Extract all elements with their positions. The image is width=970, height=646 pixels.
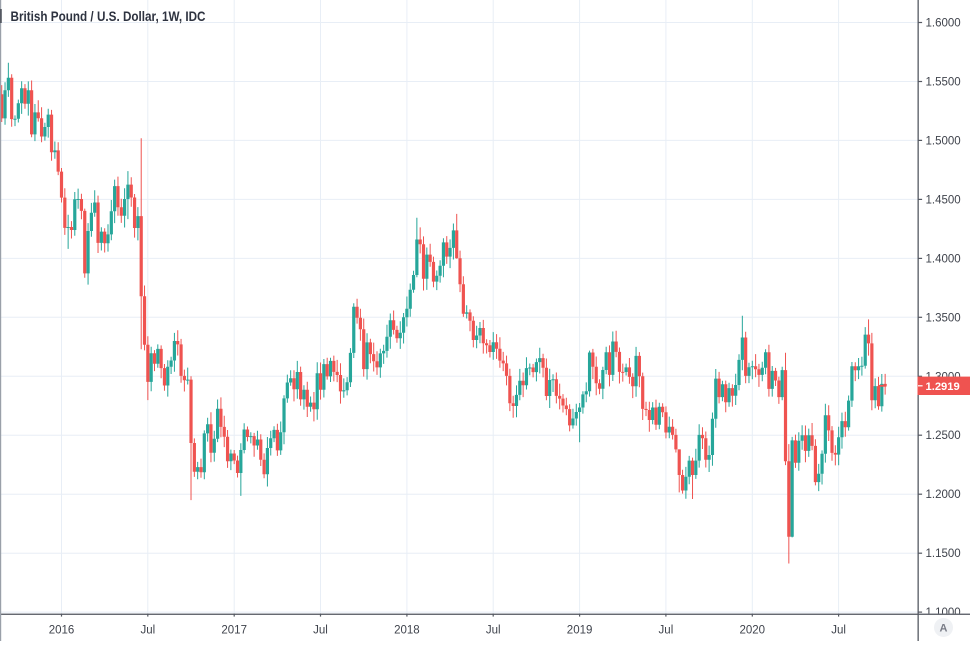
svg-text:Jul: Jul <box>659 625 674 637</box>
svg-text:2020: 2020 <box>740 625 766 637</box>
svg-text:A: A <box>940 623 948 635</box>
svg-text:1.2500: 1.2500 <box>926 430 961 442</box>
svg-text:1.5500: 1.5500 <box>926 77 961 89</box>
svg-text:2016: 2016 <box>49 625 75 637</box>
svg-text:Jul: Jul <box>486 625 501 637</box>
svg-text:2017: 2017 <box>221 625 247 637</box>
svg-text:2018: 2018 <box>394 625 420 637</box>
svg-text:1.3500: 1.3500 <box>926 312 961 324</box>
svg-text:1.2919: 1.2919 <box>926 381 960 393</box>
svg-text:1.2000: 1.2000 <box>926 489 961 501</box>
svg-text:1.4500: 1.4500 <box>926 194 961 206</box>
svg-text:Jul: Jul <box>140 625 155 637</box>
svg-text:2019: 2019 <box>567 625 593 637</box>
svg-text:1.5000: 1.5000 <box>926 135 961 147</box>
svg-text:Jul: Jul <box>831 625 846 637</box>
svg-text:1.4000: 1.4000 <box>926 253 961 265</box>
svg-text:Jul: Jul <box>313 625 328 637</box>
svg-text:1.1500: 1.1500 <box>926 548 961 560</box>
svg-text:1.6000: 1.6000 <box>926 18 961 30</box>
svg-text:British Pound / U.S. Dollar, 1: British Pound / U.S. Dollar, 1W, IDC <box>11 8 206 24</box>
